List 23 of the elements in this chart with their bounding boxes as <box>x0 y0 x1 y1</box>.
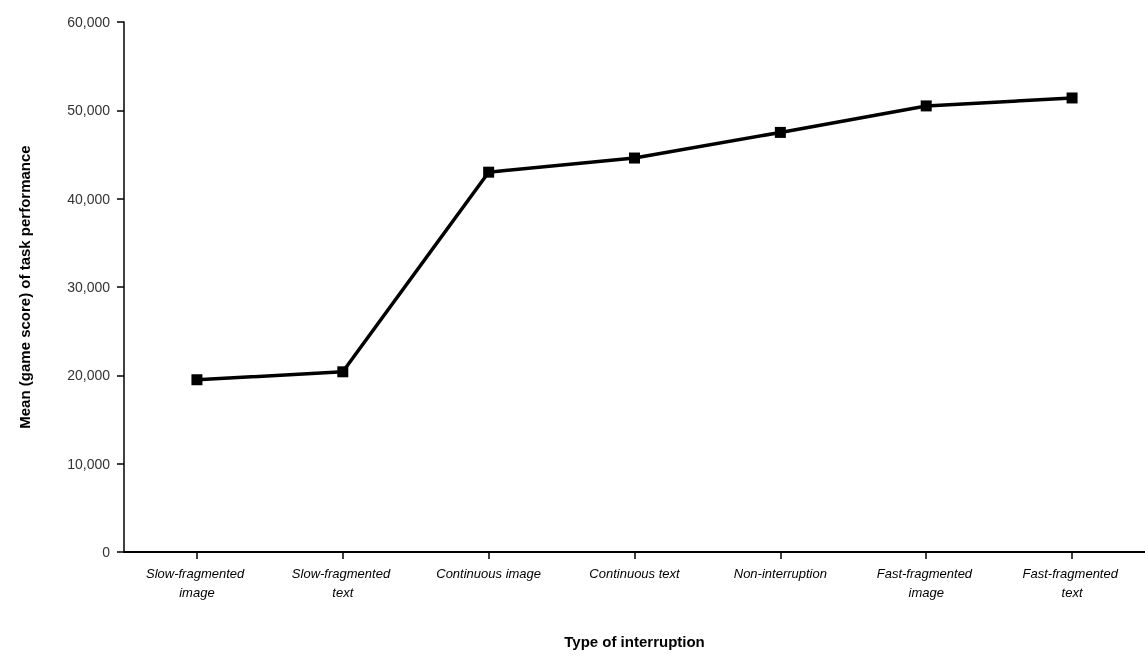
x-tick-label: Fast-fragmented image <box>876 566 976 600</box>
x-tick-label: Continuous text <box>589 566 682 581</box>
point <box>337 366 349 378</box>
point <box>629 152 640 164</box>
x-axis-title: Type of interruption <box>564 633 705 650</box>
x-tick-label: Slow-fragmented text <box>291 566 394 600</box>
point <box>1066 92 1078 104</box>
point <box>483 166 495 178</box>
y-tick-label: 60,000 <box>67 14 111 30</box>
y-tick-label: 0 <box>102 544 111 560</box>
point <box>774 126 786 138</box>
y-axis-title: Mean (game score) of task performance <box>16 145 33 429</box>
y-tick-label: 50,000 <box>67 102 111 119</box>
y-tick-label: 10,000 <box>67 455 111 472</box>
x-tick-label: Non-interruption <box>733 566 827 581</box>
y-tick-label: 30,000 <box>67 279 111 295</box>
x-tick-label: Continuous image <box>436 566 542 581</box>
point <box>920 100 932 112</box>
y-tick-label: 20,000 <box>67 367 111 384</box>
x-tick-label: Fast-fragmented text <box>1022 566 1122 600</box>
y-tick-label: 40,000 <box>67 190 111 207</box>
x-tick-label: Slow-fragmented image <box>145 566 248 600</box>
point <box>191 374 203 386</box>
